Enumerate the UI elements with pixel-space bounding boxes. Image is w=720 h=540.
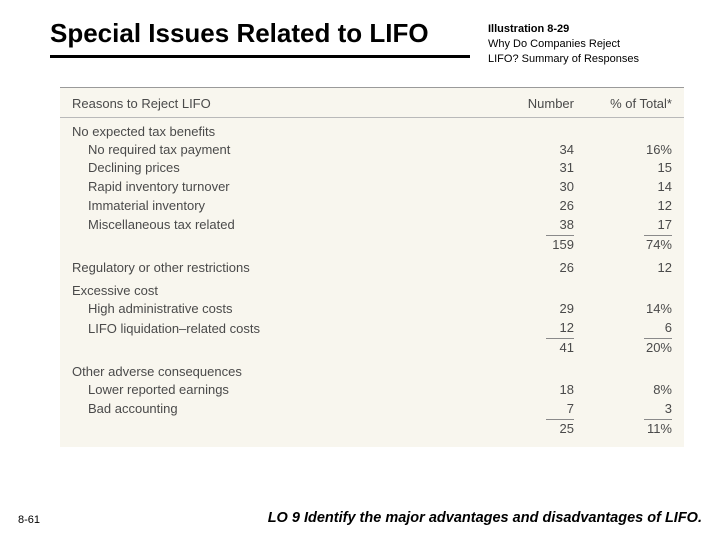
cell-number: 34 [502,141,582,160]
cell-label [72,236,502,255]
cell-pct: 16% [582,141,672,160]
col-header-number: Number [502,96,582,111]
cell-pct: 12 [582,259,672,278]
table-row: High administrative costs2914% [72,300,672,319]
subtotal-row: 2511% [72,420,672,439]
cell-pct: 12 [582,197,672,216]
cell-pct: 8% [582,381,672,400]
table-section: Other adverse consequencesLower reported… [60,358,684,439]
col-header-reason: Reasons to Reject LIFO [72,96,502,111]
cell-number: 18 [502,381,582,400]
illustration-text: Why Do Companies Reject LIFO? Summary of… [488,37,648,67]
page-title: Special Issues Related to LIFO [50,18,470,49]
illustration-label: Illustration 8-29 [488,22,648,37]
cell-label: LIFO liquidation–related costs [72,320,502,339]
table-section: Regulatory or other restrictions2612 [60,255,684,278]
cell-label: Declining prices [72,159,502,178]
cell-label: Lower reported earnings [72,381,502,400]
table-section: No expected tax benefitsNo required tax … [60,118,684,255]
table-row: Miscellaneous tax related3817 [72,216,672,236]
cell-pct: 17 [582,216,672,236]
subtotal-row: 4120% [72,339,672,358]
section-heading: Other adverse consequences [72,362,672,381]
cell-number: 41 [502,339,582,358]
cell-pct: 6 [582,319,672,339]
cell-number: 38 [502,216,582,236]
cell-label: Rapid inventory turnover [72,178,502,197]
table-section: Excessive costHigh administrative costs2… [60,277,684,358]
illustration-caption: Illustration 8-29 Why Do Companies Rejec… [488,18,648,67]
cell-number: 26 [502,259,582,278]
cell-label: Bad accounting [72,400,502,419]
table-row: No required tax payment3416% [72,141,672,160]
cell-number: 30 [502,178,582,197]
learning-objective: LO 9 Identify the major advantages and d… [40,510,702,526]
cell-label [72,420,502,439]
reasons-table: Reasons to Reject LIFO Number % of Total… [60,87,684,447]
table-row: LIFO liquidation–related costs126 [72,319,672,339]
cell-label: Immaterial inventory [72,197,502,216]
cell-pct: 14 [582,178,672,197]
table-row: Bad accounting73 [72,400,672,420]
cell-label: Miscellaneous tax related [72,216,502,235]
cell-pct: 11% [582,420,672,439]
section-heading: No expected tax benefits [72,122,672,141]
table-row: Rapid inventory turnover3014 [72,178,672,197]
cell-number: 12 [502,319,582,339]
table-row: Declining prices3115 [72,159,672,178]
cell-pct: 14% [582,300,672,319]
cell-pct: 3 [582,400,672,420]
cell-pct: 74% [582,236,672,255]
cell-number: 159 [502,236,582,255]
cell-label: No required tax payment [72,141,502,160]
cell-number: 31 [502,159,582,178]
section-heading: Excessive cost [72,281,672,300]
page-number: 8-61 [18,514,40,526]
subtotal-row: 15974% [72,236,672,255]
cell-number: 29 [502,300,582,319]
cell-label [72,339,502,358]
col-header-pct: % of Total* [582,96,672,111]
cell-label: High administrative costs [72,300,502,319]
cell-pct: 20% [582,339,672,358]
cell-number: 7 [502,400,582,420]
table-row: Regulatory or other restrictions2612 [72,259,672,278]
table-row: Lower reported earnings188% [72,381,672,400]
cell-pct: 15 [582,159,672,178]
table-header-row: Reasons to Reject LIFO Number % of Total… [60,88,684,118]
title-underline [50,55,470,58]
table-row: Immaterial inventory2612 [72,197,672,216]
section-heading: Regulatory or other restrictions [72,259,502,278]
cell-number: 26 [502,197,582,216]
cell-number: 25 [502,420,582,439]
